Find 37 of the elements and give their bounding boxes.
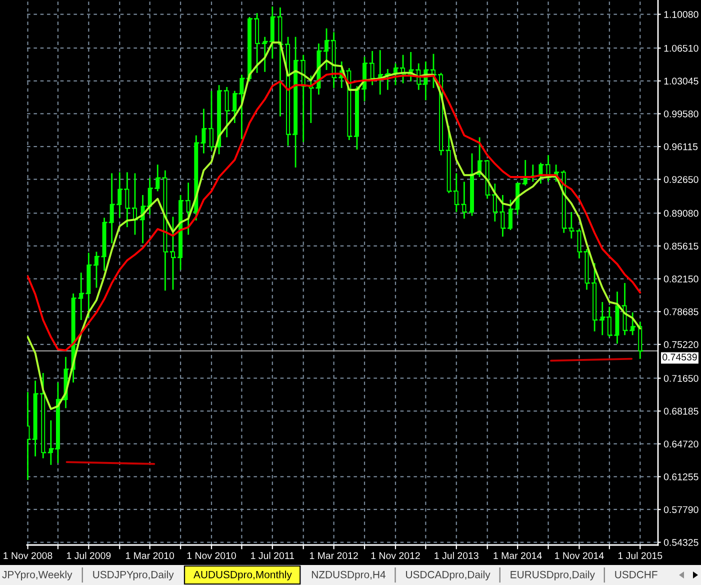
x-tick-label: 1 Jul 2011 [251,552,294,560]
x-tick-label: 1 Jul 2009 [66,552,111,560]
y-tick-label: 0.78685 [664,308,698,316]
y-tick-label: 0.57790 [664,506,698,514]
text: EURUSDpro,Daily [510,570,595,580]
x-tick-label: 1 Nov 2010 [187,552,236,560]
y-tick-label: 0.71650 [664,374,698,382]
y-tick-label: 0.85615 [664,242,698,250]
ref-line-label: 0.74539 [662,354,697,361]
text: AUDUSDpro,Monthly [194,570,292,580]
x-tick-label: 1 Mar 2012 [310,552,358,560]
text: USDJPYpro,Daily [93,570,174,580]
x-tick-label: 1 Mar 2014 [494,552,542,560]
y-tick-label: 0.96115 [664,143,698,150]
y-tick-label: 0.64720 [664,440,698,448]
y-tick-label: 0.75220 [664,341,698,348]
x-tick-label: 1 Nov 2012 [371,552,420,560]
y-tick-label: 1.10080 [664,11,698,18]
y-tick-label: 0.89080 [664,210,698,217]
y-tick-label: 0.99580 [664,110,698,118]
x-tick-label: 1 Jul 2015 [618,552,662,560]
y-tick-label: 1.03045 [664,78,698,85]
text: NZDUSDpro,H4 [312,570,386,580]
x-tick-label: 1 Nov 2008 [4,552,52,560]
y-tick-label: 0.54325 [664,539,698,546]
text: USDCHF [615,570,658,578]
x-tick-label: 1 Nov 2014 [555,552,604,560]
y-tick-label: 0.68185 [664,408,698,415]
x-tick-label: 1 Mar 2010 [126,552,174,560]
y-tick-label: 0.82150 [664,276,698,282]
y-tick-label: 0.92650 [664,176,698,183]
y-tick-label: 0.61255 [664,473,698,480]
line-series [27,42,642,410]
text: USDCADpro,Daily [406,570,490,580]
x-tick-label: 1 Jul 2013 [434,552,478,560]
y-tick-label: 1.06510 [664,44,698,52]
text: JPYpro,Weekly [2,570,72,580]
